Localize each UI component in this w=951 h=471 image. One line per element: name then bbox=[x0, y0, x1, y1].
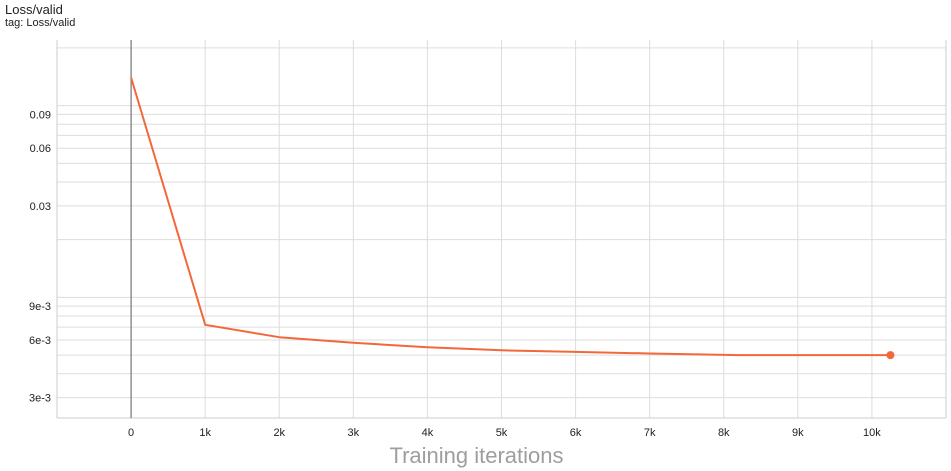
x-tick-label: 7k bbox=[644, 427, 656, 439]
x-tick-label: 4k bbox=[422, 427, 434, 439]
series-layer[interactable] bbox=[130, 77, 895, 360]
axes bbox=[56, 40, 947, 419]
x-tick-label: 2k bbox=[273, 427, 285, 439]
x-tick-label: 9k bbox=[792, 427, 804, 439]
last-point-marker[interactable] bbox=[886, 351, 895, 360]
grid-lines bbox=[56, 40, 947, 418]
x-tick-label: 5k bbox=[496, 427, 508, 439]
y-tick-label: 9e-3 bbox=[29, 301, 51, 313]
tick-labels: 0 1k 2k 3k 4k 5k 6k 7k 8k 9k 10k 3e-3 6e-3 9e-3 0.03 0.… bbox=[29, 109, 881, 439]
x-tick-label: 1k bbox=[199, 427, 211, 439]
x-tick-label: 3k bbox=[348, 427, 360, 439]
chart-tag: tag: Loss/valid bbox=[5, 17, 76, 29]
y-tick-label: 0.09 bbox=[30, 109, 51, 121]
y-tick-label: 6e-3 bbox=[29, 335, 51, 347]
x-tick-label: 6k bbox=[570, 427, 582, 439]
chart-title: Loss/valid bbox=[5, 2, 63, 17]
y-tick-label: 0.06 bbox=[30, 143, 51, 155]
x-tick-label: 0 bbox=[128, 427, 134, 439]
y-tick-label: 0.03 bbox=[30, 201, 51, 213]
y-tick-label: 3e-3 bbox=[29, 393, 51, 405]
x-tick-label: 8k bbox=[718, 427, 730, 439]
x-axis-label: Training iterations bbox=[389, 443, 563, 468]
x-tick-label: 10k bbox=[863, 427, 881, 439]
loss-series-line[interactable] bbox=[130, 77, 891, 357]
